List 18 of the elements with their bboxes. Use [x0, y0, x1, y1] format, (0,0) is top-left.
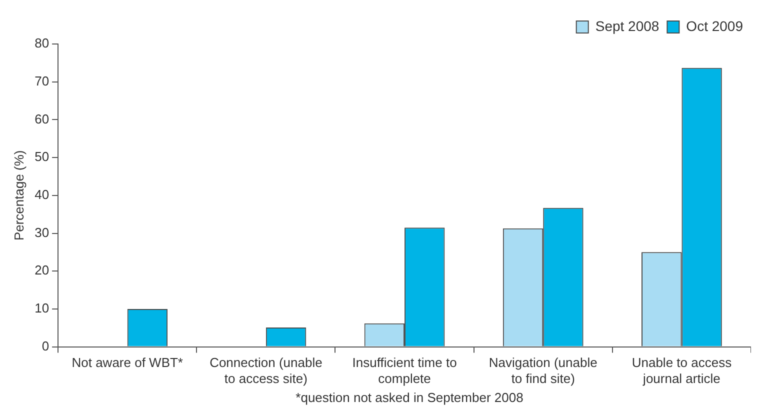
x-tick-label: Connection (unable to access site) [210, 355, 322, 386]
legend-label: Oct 2009 [686, 18, 744, 34]
y-tick-label: 60 [34, 111, 50, 126]
x-tick-label: Insufficient time to complete [352, 355, 457, 386]
x-tick-label: Not aware of WBT* [72, 355, 183, 370]
legend-label: Sept 2008 [595, 18, 660, 34]
y-tick-label: 80 [34, 36, 50, 51]
y-tick-label: 30 [34, 224, 50, 240]
y-tick-label: 50 [34, 149, 50, 164]
x-tick-label: Navigation (unable to find site) [488, 355, 598, 386]
text: *question not asked in September 2008 [294, 390, 524, 405]
y-tick-label: 70 [34, 73, 50, 88]
y-tick-label: 0 [42, 338, 50, 354]
x-tick-label: Unable to access journal article [632, 355, 732, 386]
y-tick-label: 20 [34, 262, 50, 278]
y-axis-title: Percentage (%) [11, 150, 26, 241]
y-tick-label: 10 [34, 300, 50, 316]
y-tick-label: 40 [34, 186, 50, 202]
